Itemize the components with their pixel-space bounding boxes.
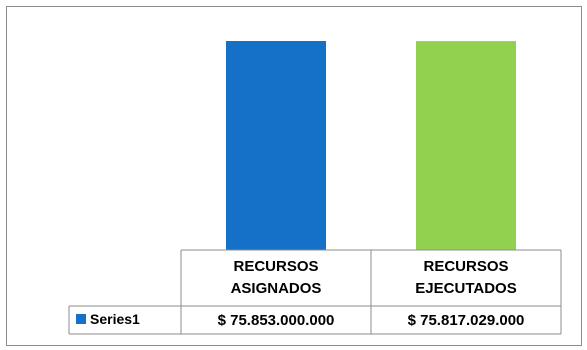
category-label-2-line-2: EJECUTADOS [415,280,516,297]
chart-area: RECURSOS ASIGNADOS RECURSOS EJECUTADOS $ 75.… [6,6,582,346]
value-label-1: $ 75.853.000.000 [218,312,335,329]
bar-recursos-asignados [226,41,326,250]
legend-key-icon [76,314,86,324]
category-label-1-line-2: ASIGNADOS [231,280,322,297]
bar-recursos-ejecutados [416,41,516,250]
value-label-2: $ 75.817.029.000 [408,312,525,329]
legend-series-label: Series1 [90,311,140,327]
category-label-1-line-1: RECURSOS [233,258,318,275]
category-label-2-line-1: RECURSOS [423,258,508,275]
bar-chart: RECURSOS ASIGNADOS RECURSOS EJECUTADOS $ 75.… [68,41,562,335]
